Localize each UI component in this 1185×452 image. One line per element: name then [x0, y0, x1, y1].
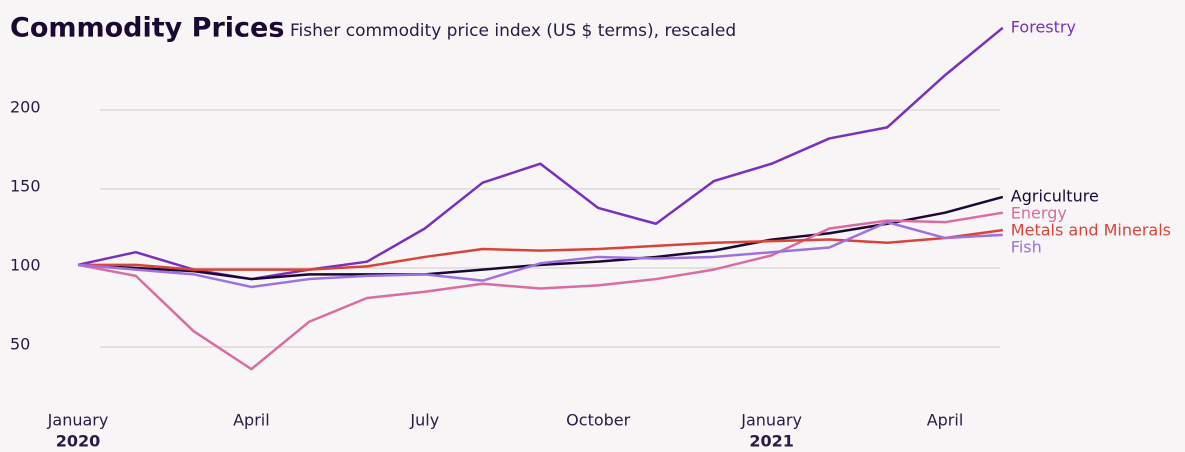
line	[77, 211, 1004, 371]
legend-label: Fish	[1011, 237, 1042, 256]
chart-title: Commodity Prices	[10, 13, 284, 44]
x-tick-label: January	[47, 411, 109, 430]
legend-label: Forestry	[1011, 17, 1076, 36]
legend-label: Agriculture	[1011, 186, 1099, 205]
x-tick-label: January	[740, 411, 802, 430]
y-tick-label: 200	[10, 98, 41, 117]
chart-subtitle: Fisher commodity price index (US $ terms…	[290, 21, 736, 41]
y-tick-label: 50	[10, 335, 30, 354]
line	[77, 220, 1003, 289]
legend-label: Energy	[1011, 203, 1067, 222]
x-tick-label: April	[233, 411, 270, 430]
legend-label: Metals and Minerals	[1011, 220, 1171, 239]
y-tick-label: 150	[10, 177, 41, 196]
x-year-label: 2021	[749, 432, 794, 451]
x-year-label: 2020	[56, 432, 101, 451]
line	[77, 195, 1004, 281]
x-tick-label: October	[566, 411, 630, 430]
x-tick-label: April	[927, 411, 964, 430]
y-tick-label: 100	[10, 256, 41, 275]
x-tick-label: July	[409, 411, 439, 430]
line	[78, 228, 1003, 271]
